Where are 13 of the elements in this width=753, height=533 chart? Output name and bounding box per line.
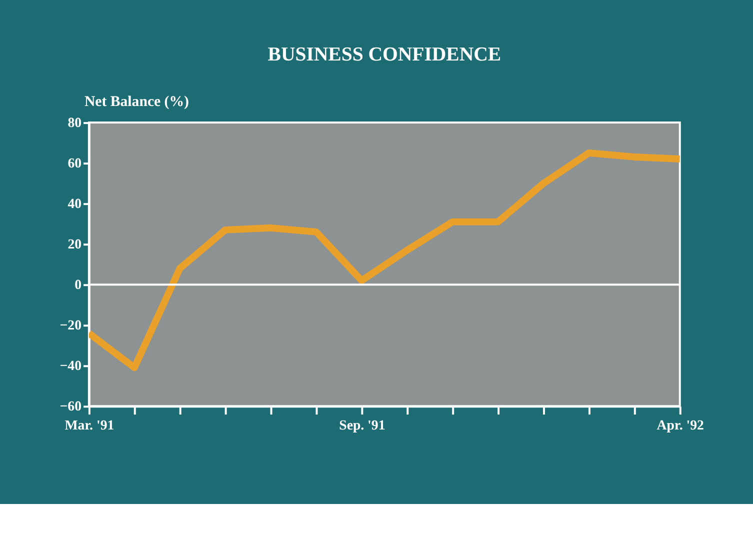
y-axis-title: Net Balance (%) [84, 94, 190, 110]
y-tick-label: 20 [68, 236, 82, 252]
y-tick-label: 80 [68, 114, 82, 130]
chart-title: BUSINESS CONFIDENCE [268, 43, 502, 66]
y-tick-label: −20 [60, 318, 82, 333]
x-tick-label: Mar. '91 [64, 417, 114, 432]
y-tick-label: 0 [74, 277, 82, 292]
y-tick-label: −40 [60, 358, 82, 374]
y-tick-label: −60 [60, 398, 82, 414]
x-tick-label: Apr. '92 [656, 417, 704, 432]
y-tick-label: 40 [68, 196, 82, 212]
x-tick-label: Sep. '91 [339, 417, 386, 432]
y-tick-label: 60 [68, 156, 82, 171]
